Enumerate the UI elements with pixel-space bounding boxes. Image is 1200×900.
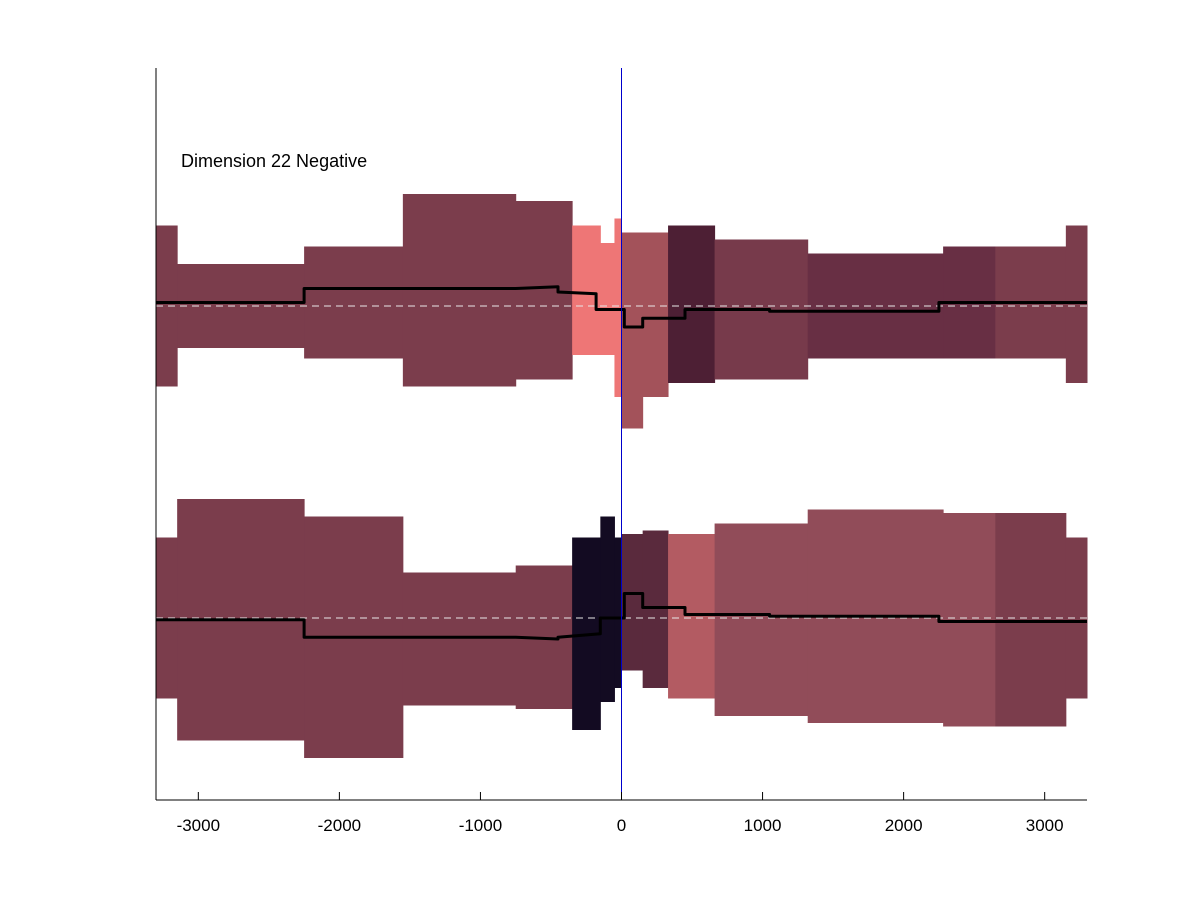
band-track2-0 [156,537,178,699]
band-track1-8 [621,232,644,429]
x-tick-label: -2000 [318,816,361,835]
band-track1-3 [402,194,517,387]
x-tick-label: 1000 [744,816,782,835]
band-track2-13 [943,513,996,727]
x-tick-label: 2000 [885,816,923,835]
series-line-track2 [156,592,1087,641]
band-track2-9 [642,530,669,688]
band-track1-2 [304,246,404,359]
band-track1-0 [156,225,178,387]
band-track2-14 [995,513,1067,727]
band-track2-11 [714,523,809,716]
series-line-track1 [156,285,1087,329]
band-track1-10 [668,225,716,383]
confidence-bands [156,194,1088,758]
x-tick-label: 0 [617,816,626,835]
band-track1-9 [642,232,669,397]
band-track2-6 [600,516,615,702]
band-track1-6 [600,243,615,355]
x-tick-label: 3000 [1026,816,1064,835]
band-track2-7 [614,537,622,688]
band-track1-4 [515,201,573,380]
x-tick-label: -3000 [177,816,220,835]
band-track2-3 [402,572,517,706]
band-track1-5 [572,225,601,355]
x-tick-label: -1000 [459,816,502,835]
band-track1-15 [1065,225,1088,383]
band-track2-10 [668,534,716,699]
annotation-label: Dimension 22 Negative [181,151,367,171]
x-axis-ticks: -3000 -2000 -1000 0 1000 2000 3000 [177,792,1064,835]
band-track2-8 [621,534,644,671]
band-track2-15 [1065,537,1088,699]
series-lines [156,285,1087,641]
band-track1-7 [614,218,622,397]
